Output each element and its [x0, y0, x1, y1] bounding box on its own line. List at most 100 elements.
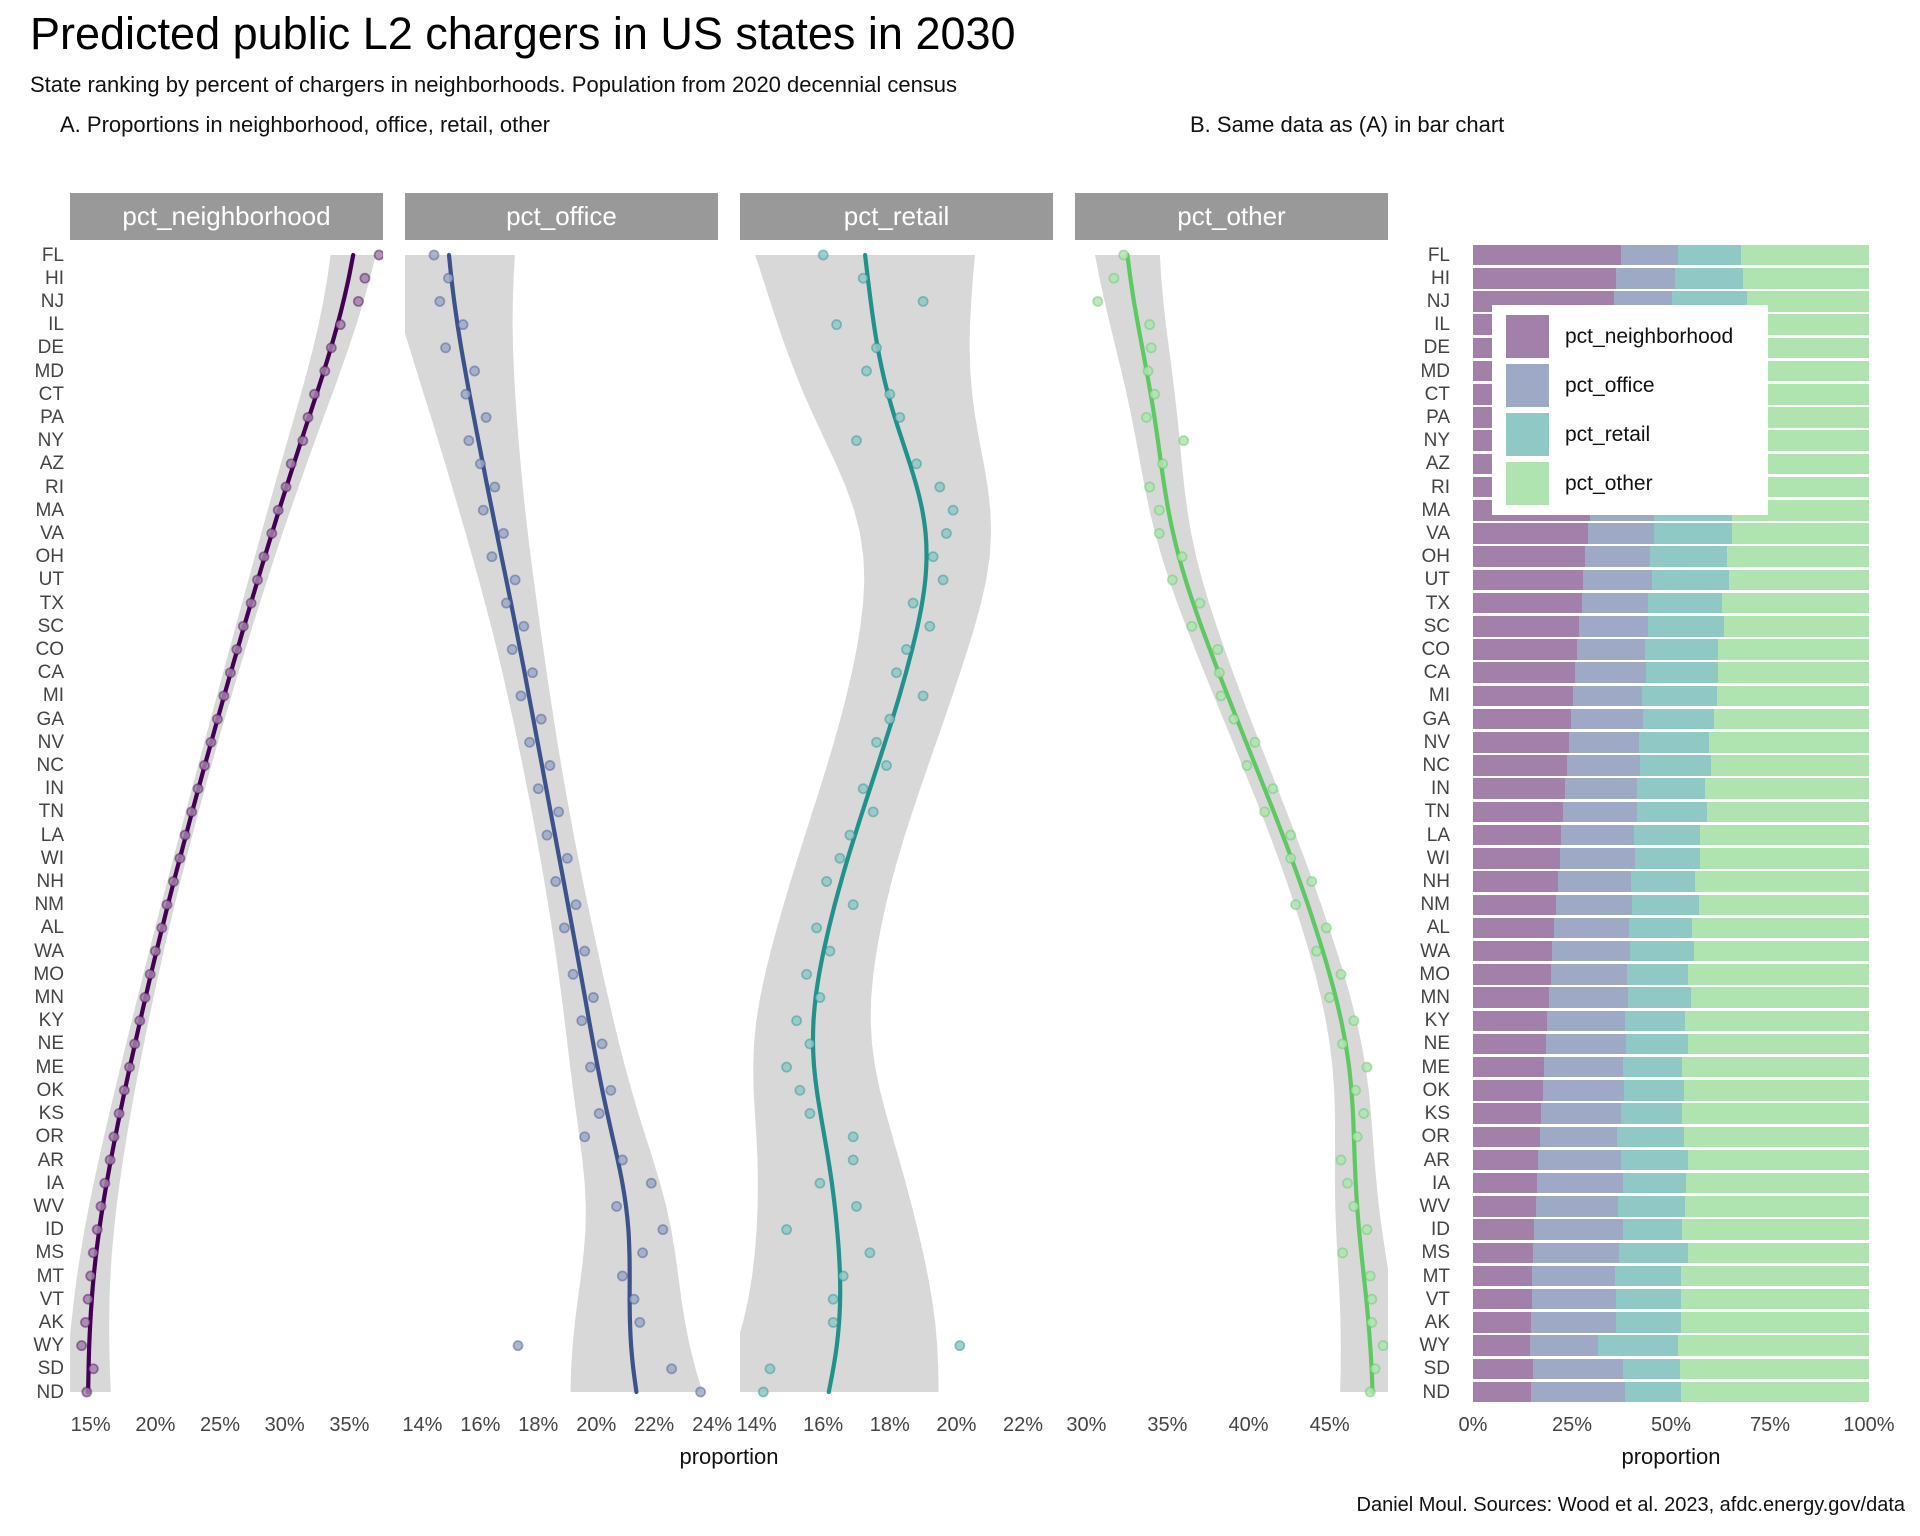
x-tick-label: 18%: [869, 1414, 910, 1436]
bar-segment-pct_retail: [1648, 592, 1723, 614]
state-label: HI: [1431, 267, 1450, 289]
data-point: [252, 574, 263, 586]
state-label: OK: [1422, 1079, 1450, 1101]
state-label: ME: [35, 1056, 65, 1078]
data-point: [550, 876, 562, 887]
data-point: [1267, 783, 1279, 795]
x-tick-label: 35%: [329, 1414, 370, 1436]
data-point: [894, 411, 906, 423]
smooth-confidence-band: [1095, 255, 1388, 1392]
data-point: [1145, 342, 1157, 354]
state-label: ND: [1422, 1381, 1450, 1403]
bar-segment-pct_neighborhood: [1473, 1033, 1546, 1055]
data-point: [87, 1247, 99, 1259]
state-label: SC: [37, 615, 64, 637]
state-label: NV: [1423, 731, 1450, 753]
state-label: CO: [1421, 639, 1451, 660]
state-label: UT: [1424, 569, 1450, 591]
data-point: [1364, 1386, 1376, 1398]
bar-segment-pct_retail: [1642, 685, 1718, 707]
bar-row-NE: [1473, 1033, 1869, 1055]
data-point: [179, 829, 191, 841]
bar-segment-pct_other: [1741, 244, 1869, 266]
bar-row-SC: [1473, 616, 1869, 637]
data-point: [477, 504, 489, 516]
state-label: ME: [1421, 1056, 1451, 1078]
state-label: WA: [34, 940, 64, 962]
data-point: [139, 992, 151, 1003]
data-point: [1342, 1177, 1353, 1189]
data-point: [695, 1386, 707, 1398]
state-label: WA: [1420, 940, 1450, 962]
bar-segment-pct_other: [1732, 523, 1870, 544]
bar-segment-pct_neighborhood: [1473, 824, 1562, 846]
bar-segment-pct_neighborhood: [1473, 1149, 1539, 1171]
facet-panel-pct_neighborhood: [70, 249, 383, 1398]
bar-segment-pct_other: [1709, 732, 1870, 753]
data-point: [1213, 667, 1225, 679]
data-point: [567, 968, 579, 980]
data-point: [884, 388, 896, 400]
state-label: ID: [45, 1219, 64, 1241]
data-point: [309, 388, 320, 400]
data-point: [937, 574, 949, 586]
bar-segment-pct_neighborhood: [1473, 244, 1621, 266]
data-point: [211, 713, 223, 725]
state-label: FL: [1427, 244, 1450, 266]
state-label: RI: [45, 476, 64, 498]
data-point: [80, 1316, 91, 1328]
data-point: [814, 1177, 826, 1189]
data-point: [1361, 1061, 1373, 1073]
state-label: GA: [1422, 708, 1450, 730]
bar-segment-pct_office: [1539, 1126, 1618, 1147]
bar-segment-pct_retail: [1632, 894, 1700, 915]
legend-label: pct_other: [1565, 471, 1653, 495]
bar-segment-pct_retail: [1624, 1010, 1685, 1031]
data-point: [1176, 551, 1188, 563]
state-label: VT: [1425, 1288, 1450, 1310]
state-label: TX: [1425, 592, 1450, 614]
bar-segment-pct_retail: [1636, 778, 1705, 799]
data-point: [585, 1061, 596, 1073]
state-label: OR: [1421, 1126, 1451, 1148]
bar-segment-pct_office: [1544, 1056, 1623, 1078]
state-label: WY: [33, 1335, 64, 1357]
x-tick-label: 100%: [1843, 1414, 1895, 1436]
data-point: [637, 1247, 649, 1259]
data-point: [831, 319, 843, 331]
state-label: CT: [38, 383, 64, 405]
data-point: [1142, 365, 1154, 377]
bar-row-KY: [1473, 1010, 1869, 1031]
panel-b-title: B. Same data as (A) in bar chart: [1190, 112, 1505, 137]
data-point: [634, 1316, 646, 1328]
data-point: [500, 597, 512, 609]
data-point: [129, 1038, 141, 1050]
bar-segment-pct_other: [1734, 337, 1870, 359]
data-point: [616, 1154, 628, 1166]
bar-segment-pct_other: [1688, 1149, 1869, 1171]
bar-segment-pct_other: [1688, 964, 1869, 985]
data-point: [940, 527, 952, 539]
state-label: SD: [37, 1358, 64, 1380]
bar-segment-pct_other: [1684, 1196, 1869, 1217]
data-point: [469, 365, 481, 377]
data-point: [804, 1108, 816, 1119]
state-label: AR: [37, 1149, 64, 1171]
data-point: [1311, 945, 1323, 957]
state-label: IA: [1432, 1172, 1450, 1194]
bar-segment-pct_neighborhood: [1473, 662, 1576, 683]
data-point: [1337, 1038, 1349, 1050]
bar-row-MS: [1473, 1242, 1869, 1263]
bar-segment-pct_retail: [1615, 1312, 1681, 1333]
bar-segment-pct_other: [1680, 1312, 1869, 1333]
data-point: [535, 713, 547, 725]
state-label: MO: [33, 963, 64, 985]
state-label: IA: [46, 1172, 64, 1194]
bar-row-NH: [1473, 871, 1869, 892]
data-point: [1377, 1340, 1388, 1352]
bar-segment-pct_retail: [1618, 1242, 1688, 1263]
bar-row-ME: [1473, 1056, 1869, 1078]
data-point: [1186, 620, 1198, 632]
data-point: [113, 1108, 125, 1119]
data-point: [352, 295, 364, 307]
